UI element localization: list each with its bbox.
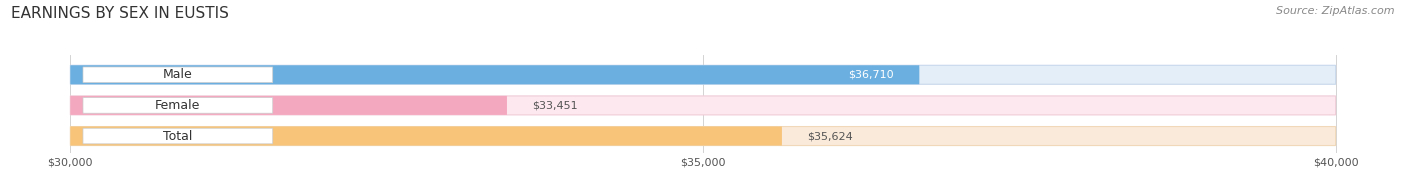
Text: EARNINGS BY SEX IN EUSTIS: EARNINGS BY SEX IN EUSTIS	[11, 6, 229, 21]
FancyBboxPatch shape	[70, 127, 782, 145]
FancyBboxPatch shape	[70, 65, 1336, 84]
FancyBboxPatch shape	[70, 65, 920, 84]
Text: $33,451: $33,451	[533, 100, 578, 110]
FancyBboxPatch shape	[70, 127, 1336, 145]
FancyBboxPatch shape	[70, 96, 1336, 115]
FancyBboxPatch shape	[83, 67, 273, 83]
Text: Male: Male	[163, 68, 193, 81]
Text: Source: ZipAtlas.com: Source: ZipAtlas.com	[1277, 6, 1395, 16]
FancyBboxPatch shape	[83, 98, 273, 113]
Text: Female: Female	[155, 99, 201, 112]
Text: Total: Total	[163, 130, 193, 142]
Text: $35,624: $35,624	[807, 131, 853, 141]
FancyBboxPatch shape	[70, 96, 508, 115]
FancyBboxPatch shape	[83, 128, 273, 144]
Text: $36,710: $36,710	[848, 70, 894, 80]
